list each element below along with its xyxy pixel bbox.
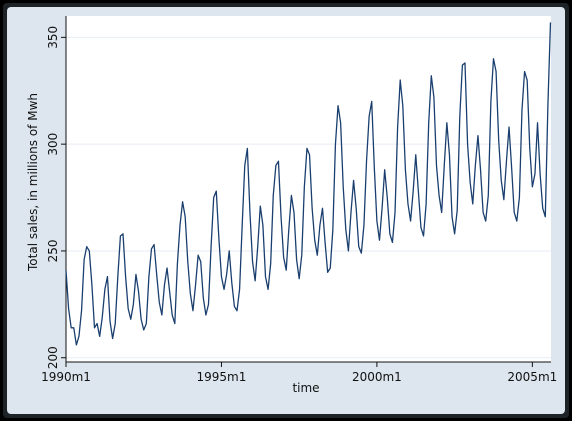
x-tick-label: 1995m1: [197, 370, 247, 384]
y-tick-label: 350: [46, 26, 60, 49]
x-axis-title: time: [292, 381, 319, 395]
grid-lines: [66, 36, 551, 359]
y-tick-label: 200: [46, 346, 60, 369]
plot-area: [66, 16, 551, 362]
x-ticks: 1990m1 1995m1 2000m1 2005m1: [41, 362, 557, 384]
x-tick-label: 2005m1: [507, 370, 557, 384]
y-axis-title: Total sales, in millions of Mwh: [26, 93, 40, 272]
y-ticks: 200 250 300 350: [46, 26, 66, 369]
series-line: [65, 22, 552, 346]
y-tick-label: 300: [46, 133, 60, 156]
y-tick-label: 250: [46, 239, 60, 262]
x-tick-label: 1990m1: [41, 370, 91, 384]
x-tick-label: 2000m1: [352, 370, 402, 384]
